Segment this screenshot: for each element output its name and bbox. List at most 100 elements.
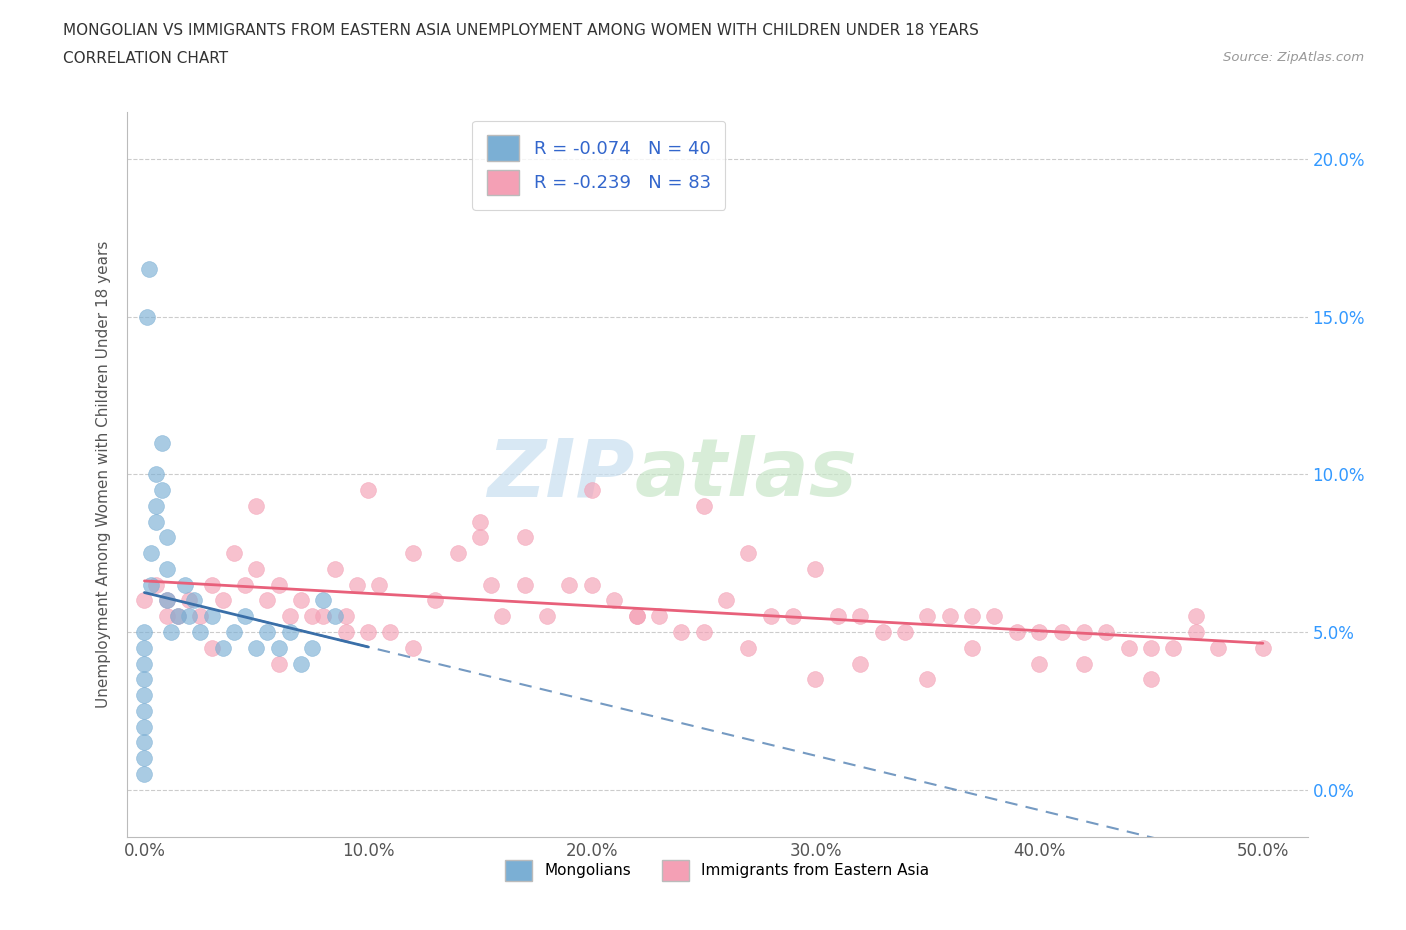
Point [156,562,179,577]
Point [267,641,290,656]
Point [960,641,983,656]
Point [156,593,179,608]
Point [804,671,827,686]
Point [737,546,759,561]
Point [1184,625,1206,640]
Point [301,641,323,656]
Point [491,609,513,624]
Point [692,498,714,513]
Point [200,609,222,624]
Point [1095,625,1118,640]
Point [849,656,872,671]
Point [759,609,782,624]
Point [173,578,195,592]
Point [188,609,212,624]
Point [145,578,167,592]
Point [233,609,256,624]
Point [468,514,491,529]
Point [357,625,380,640]
Point [167,609,190,624]
Point [894,625,917,640]
Point [156,593,179,608]
Point [145,467,167,482]
Point [1028,656,1050,671]
Point [446,546,468,561]
Point [134,656,156,671]
Point [714,593,737,608]
Point [1073,656,1095,671]
Point [301,609,323,624]
Point [335,625,357,640]
Point [1184,609,1206,624]
Point [479,578,502,592]
Point [513,530,536,545]
Point [256,625,278,640]
Point [233,578,256,592]
Point [156,530,179,545]
Point [134,641,156,656]
Point [167,609,190,624]
Point [581,578,603,592]
Point [156,609,179,624]
Point [179,593,201,608]
Point [200,641,222,656]
Point [134,751,156,765]
Point [1028,625,1050,640]
Point [211,593,233,608]
Point [312,609,335,624]
Point [468,530,491,545]
Text: MONGOLIAN VS IMMIGRANTS FROM EASTERN ASIA UNEMPLOYMENT AMONG WOMEN WITH CHILDREN: MONGOLIAN VS IMMIGRANTS FROM EASTERN ASI… [63,23,979,38]
Point [134,671,156,686]
Point [626,609,648,624]
Point [872,625,894,640]
Point [603,593,626,608]
Point [134,719,156,734]
Point [648,609,671,624]
Point [917,671,939,686]
Y-axis label: Unemployment Among Women with Children Under 18 years: Unemployment Among Women with Children U… [96,241,111,708]
Point [179,609,201,624]
Point [267,578,290,592]
Point [290,656,312,671]
Point [211,641,233,656]
Point [160,625,183,640]
Point [1118,641,1140,656]
Point [278,609,301,624]
Point [425,593,447,608]
Point [135,309,157,324]
Point [134,766,156,781]
Text: CORRELATION CHART: CORRELATION CHART [63,51,228,66]
Point [1251,641,1274,656]
Point [245,562,267,577]
Point [581,483,603,498]
Text: ZIP: ZIP [486,435,634,513]
Point [222,546,245,561]
Point [323,562,346,577]
Point [1140,641,1163,656]
Point [536,609,558,624]
Point [1005,625,1028,640]
Point [917,609,939,624]
Point [267,656,290,671]
Point [380,625,402,640]
Point [513,578,536,592]
Point [626,609,648,624]
Point [245,641,267,656]
Point [134,687,156,702]
Point [1163,641,1185,656]
Point [1140,671,1163,686]
Point [1206,641,1229,656]
Point [335,609,357,624]
Point [200,578,222,592]
Point [983,609,1005,624]
Point [558,578,581,592]
Point [134,593,156,608]
Point [141,578,163,592]
Point [245,498,267,513]
Point [368,578,391,592]
Point [849,609,872,624]
Point [150,483,173,498]
Point [692,625,714,640]
Point [134,703,156,718]
Point [782,609,804,624]
